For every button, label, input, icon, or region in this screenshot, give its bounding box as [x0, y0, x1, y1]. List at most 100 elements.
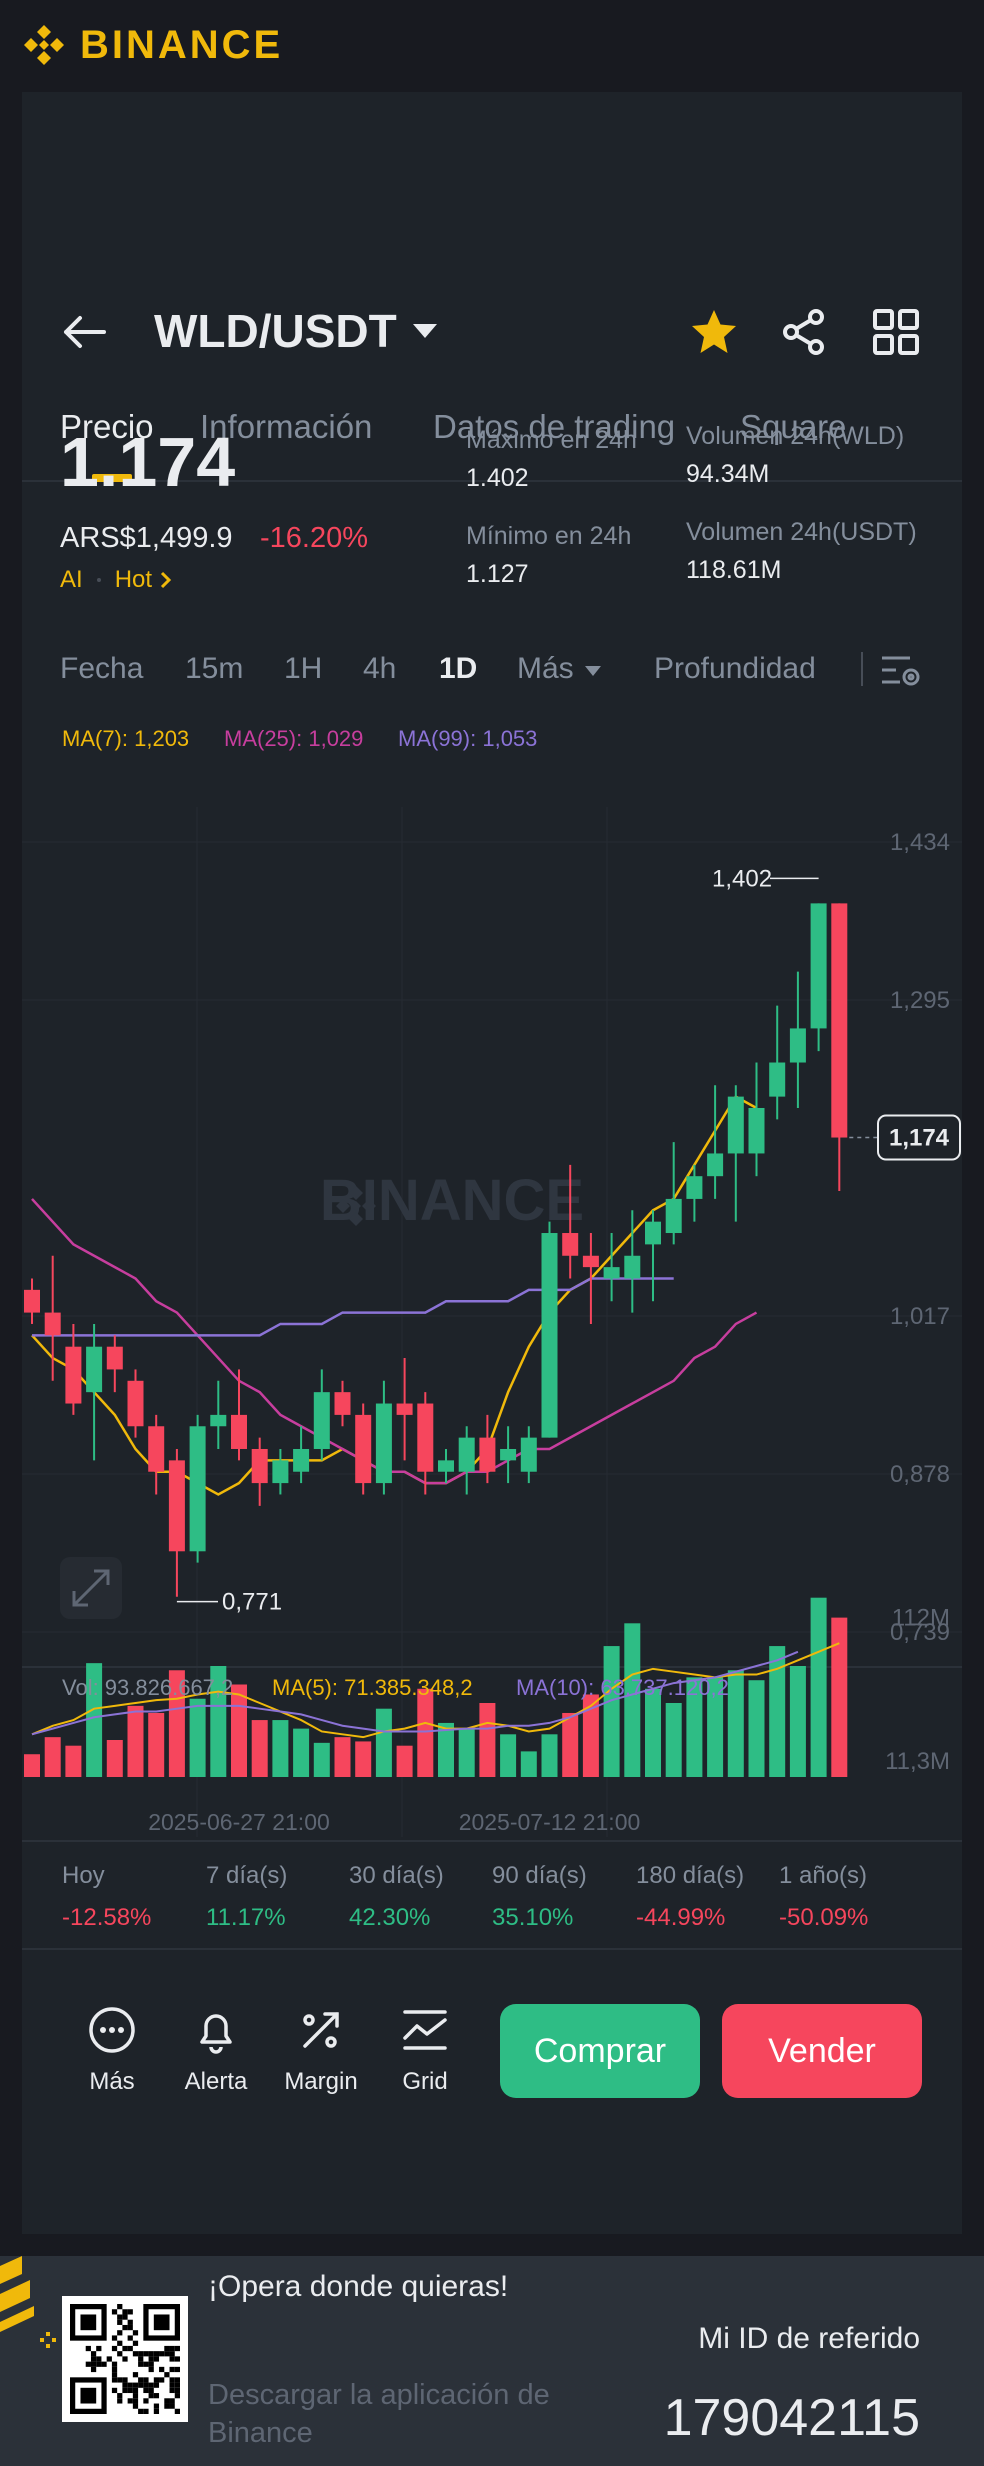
- qr-module: [169, 2398, 175, 2404]
- volume-bar: [65, 1745, 82, 1777]
- last-price: 1.174: [60, 423, 236, 501]
- candle: [86, 1346, 103, 1393]
- interval-fecha[interactable]: Fecha: [60, 652, 144, 685]
- qr-module: [117, 2330, 123, 2336]
- qr-module: [117, 2319, 123, 2325]
- perf-value-7d: 11.17%: [206, 1904, 286, 1931]
- qr-module: [122, 2356, 128, 2362]
- buy-button[interactable]: Comprar: [500, 2004, 700, 2098]
- perf-label-7d: 7 día(s): [206, 1862, 288, 1889]
- current-price-box: [877, 1114, 961, 1161]
- sell-button[interactable]: Vender: [722, 2004, 922, 2098]
- qr-module: [132, 2387, 139, 2394]
- sparkle-icon: [40, 2332, 56, 2348]
- pair-selector[interactable]: WLD/USDT: [154, 304, 439, 358]
- qr-module: [122, 2309, 128, 2315]
- qr-module: [148, 2382, 154, 2388]
- tag-divider: [96, 578, 101, 582]
- referral-id[interactable]: 179042115: [663, 2389, 920, 2447]
- back-arrow-icon[interactable]: [60, 310, 108, 354]
- qr-module: [169, 2382, 175, 2388]
- qr-module: [138, 2351, 144, 2357]
- tab-informacion[interactable]: Información: [200, 408, 373, 445]
- margin-button[interactable]: Margin: [271, 2004, 371, 2096]
- volume-bar: [645, 1688, 661, 1777]
- volume-bar: [603, 1646, 620, 1777]
- candle: [355, 1414, 372, 1484]
- candle: [417, 1403, 434, 1472]
- interval-bar: Fecha 15m 1H 4h 1D Más Profundidad: [22, 632, 962, 712]
- ai-tag[interactable]: AI: [60, 566, 83, 593]
- more-icon: [89, 2007, 135, 2053]
- expand-icon[interactable]: [60, 1557, 122, 1619]
- candle: [272, 1460, 289, 1484]
- star-icon[interactable]: [688, 306, 740, 358]
- footer-subtitle[interactable]: Descargar la aplicación de Binance: [208, 2379, 550, 2449]
- qr-module: [111, 2345, 118, 2352]
- ma25-legend: MA(25): 1,029: [224, 726, 363, 751]
- qr-finder-core: [80, 2387, 97, 2404]
- qr-module: [169, 2345, 175, 2352]
- tab-square[interactable]: Square: [740, 408, 847, 445]
- qr-module: [96, 2361, 102, 2367]
- more-button[interactable]: Más: [62, 2004, 162, 2096]
- qr-module: [127, 2382, 133, 2388]
- volume-bar: [582, 1694, 599, 1777]
- share-icon[interactable]: [778, 306, 830, 358]
- qr-module: [143, 2387, 149, 2394]
- volume-usdt-value: 118.61M: [686, 556, 782, 584]
- qr-module: [127, 2335, 133, 2341]
- volume-bar: [500, 1734, 517, 1777]
- depth-tab[interactable]: Profundidad: [654, 652, 816, 685]
- qr-finder-core: [80, 2314, 97, 2331]
- volume-wld-label: Volumen 24h(WLD): [686, 422, 905, 450]
- volume-ma5-legend: MA(5): 71.385.348,2: [272, 1675, 473, 1700]
- candle: [210, 1414, 227, 1427]
- tab-precio[interactable]: Precio: [60, 408, 154, 445]
- interval-1h[interactable]: 1H: [284, 652, 323, 685]
- qr-module: [111, 2366, 118, 2373]
- interval-more[interactable]: Más: [517, 652, 574, 685]
- grid-icon[interactable]: [870, 306, 922, 358]
- high-24h-label: Máximo en 24h: [466, 426, 637, 454]
- binance-logo[interactable]: BINANCE: [20, 20, 283, 70]
- hot-tag[interactable]: Hot: [114, 566, 153, 593]
- qr-module: [132, 2382, 139, 2388]
- candle: [438, 1460, 454, 1472]
- volume-bar: [810, 1597, 827, 1777]
- qr-module: [85, 2361, 91, 2367]
- perf-label-90d: 90 día(s): [492, 1862, 587, 1889]
- alert-button[interactable]: Alerta: [166, 2004, 266, 2096]
- volume-bar: [189, 1698, 206, 1777]
- grid-trading-button[interactable]: Grid: [375, 2004, 475, 2096]
- qr-code[interactable]: [62, 2296, 188, 2422]
- qr-module: [174, 2377, 180, 2383]
- qr-module: [164, 2351, 170, 2357]
- chart-settings-icon[interactable]: [880, 650, 924, 690]
- volume-bar: [769, 1646, 786, 1777]
- ma25-line: [31, 1198, 758, 1485]
- price-chart[interactable]: BINANCE 1,402 0,771 1,174 1,434 1,295 1,017 0…: [22, 712, 962, 1840]
- perf-value-today: -12.58%: [62, 1904, 152, 1931]
- qr-module: [153, 2408, 160, 2414]
- qr-module: [164, 2403, 170, 2409]
- qr-module: [127, 2387, 133, 2394]
- volume-bar: [293, 1728, 310, 1777]
- qr-module: [96, 2345, 102, 2352]
- interval-1d[interactable]: 1D: [439, 652, 478, 685]
- qr-module: [174, 2366, 180, 2373]
- qr-module: [174, 2408, 180, 2414]
- candle: [148, 1426, 165, 1472]
- candle: [831, 903, 848, 1138]
- bell-icon: [200, 2014, 232, 2054]
- volume-ma10-line: [31, 1650, 799, 1736]
- qr-module: [117, 2393, 123, 2399]
- qr-module: [117, 2304, 123, 2310]
- tab-datos-de-trading[interactable]: Datos de trading: [433, 408, 676, 445]
- qr-module: [85, 2345, 91, 2352]
- volume-bar: [789, 1666, 806, 1777]
- volume-ma5-line: [31, 1642, 840, 1739]
- candle: [789, 1028, 806, 1063]
- interval-15m[interactable]: 15m: [185, 652, 244, 685]
- interval-4h[interactable]: 4h: [363, 652, 397, 685]
